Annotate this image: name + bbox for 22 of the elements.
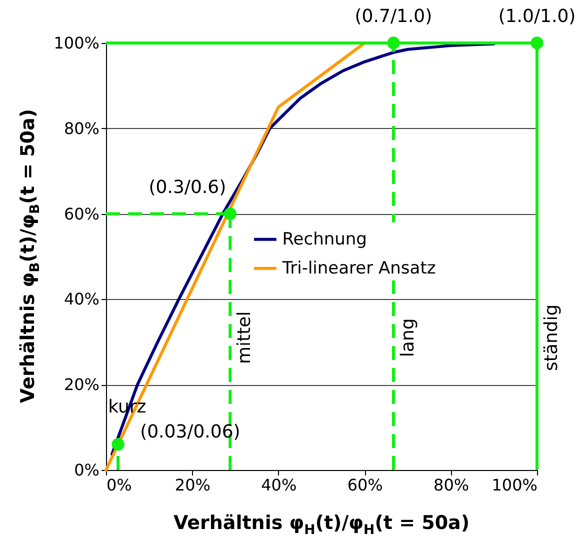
ref-line-label: mittel bbox=[234, 311, 256, 364]
ref-line-label: ständig bbox=[541, 304, 562, 371]
annotation: (0.03/0.06) bbox=[140, 421, 240, 442]
x-tick-label: 20% bbox=[174, 476, 210, 494]
y-tick-label: 60% bbox=[64, 204, 100, 224]
y-tick-label: 80% bbox=[64, 118, 100, 138]
ref-line-label: lang bbox=[397, 318, 418, 358]
legend-label: Rechnung bbox=[282, 229, 367, 250]
annotation: (0.3/0.6) bbox=[148, 176, 226, 198]
y-tick-label: 40% bbox=[64, 290, 100, 309]
legend-label: Tri-linearer Ansatz bbox=[281, 258, 436, 278]
y-tick-label: 0% bbox=[74, 460, 100, 480]
annotation: (0.7/1.0) bbox=[354, 6, 432, 27]
annotation: (1.0/1.0) bbox=[498, 6, 576, 27]
x-tick-label: 80% bbox=[434, 476, 470, 494]
y-tick-label: 20% bbox=[64, 375, 100, 394]
x-tick-label: 0% bbox=[106, 476, 132, 494]
x-tick-label: 60% bbox=[347, 476, 383, 494]
y-tick-label: 100% bbox=[54, 34, 100, 52]
x-tick-label: 40% bbox=[261, 476, 297, 494]
x-tick-label: 100% bbox=[492, 476, 538, 494]
x-axis-title: Verhältnis φ$_{H}$(t)/φ$_{H}$(t = 50a) bbox=[172, 512, 471, 538]
